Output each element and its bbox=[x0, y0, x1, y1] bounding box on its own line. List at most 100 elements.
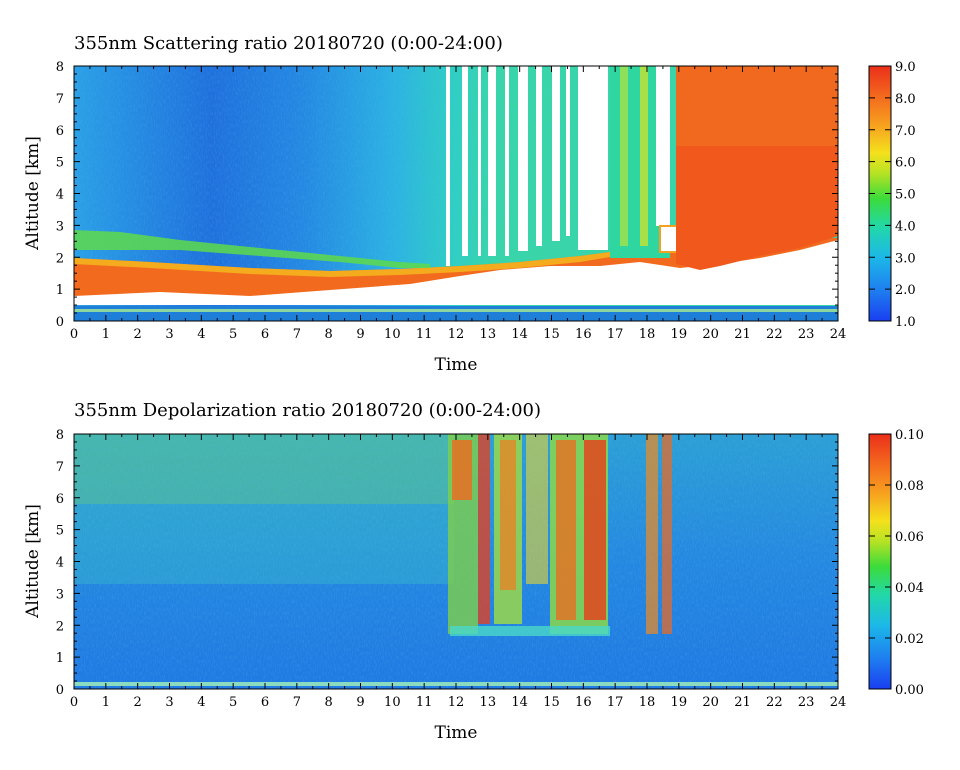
panel2-colorbar-ticks: 0.00 0.02 0.04 0.06 0.08 0.10 bbox=[869, 428, 924, 698]
x-tick-label: 11 bbox=[416, 695, 433, 710]
colorbar-tick-label: 0.04 bbox=[895, 581, 924, 596]
colorbar-tick-label: 8.0 bbox=[895, 92, 916, 107]
x-tick-label: 0 bbox=[70, 327, 78, 342]
panel2-x-label: Time bbox=[435, 723, 478, 743]
x-tick-label: 7 bbox=[293, 327, 301, 342]
x-tick-label: 16 bbox=[575, 327, 592, 342]
x-tick-label: 5 bbox=[229, 695, 237, 710]
x-tick-label: 13 bbox=[480, 695, 497, 710]
x-tick-label: 13 bbox=[480, 327, 497, 342]
x-tick-label: 18 bbox=[639, 327, 656, 342]
x-tick-label: 1 bbox=[102, 695, 110, 710]
x-tick-label: 2 bbox=[134, 695, 142, 710]
x-tick-label: 6 bbox=[261, 327, 269, 342]
colorbar-tick-label: 0.10 bbox=[895, 428, 924, 443]
y-tick-label: 3 bbox=[56, 587, 64, 602]
panel2-title: 355nm Depolarization ratio 20180720 (0:0… bbox=[74, 400, 541, 421]
x-tick-label: 9 bbox=[356, 695, 364, 710]
panel2-colorbar-frame bbox=[868, 433, 892, 690]
x-tick-label: 23 bbox=[798, 695, 815, 710]
x-tick-label: 10 bbox=[384, 327, 401, 342]
y-tick-label: 2 bbox=[56, 619, 64, 634]
panel1-ground-line bbox=[74, 309, 838, 312]
panel1-heatmap bbox=[74, 66, 838, 321]
y-tick-label: 4 bbox=[56, 188, 64, 203]
x-tick-label: 8 bbox=[325, 695, 333, 710]
x-tick-label: 4 bbox=[197, 695, 205, 710]
scattering-ratio-panel: 355nm Scattering ratio 20180720 (0:00-24… bbox=[23, 33, 916, 375]
panel2-colorbar bbox=[869, 434, 891, 689]
panel1-y-label: Altitude [km] bbox=[23, 136, 43, 251]
x-tick-label: 15 bbox=[543, 327, 560, 342]
panel1-y-ticks: 0 1 2 3 4 5 6 7 8 bbox=[56, 60, 838, 330]
x-tick-label: 16 bbox=[575, 695, 592, 710]
y-tick-label: 8 bbox=[56, 60, 64, 75]
panel1-red-region-top bbox=[676, 66, 838, 146]
x-tick-label: 17 bbox=[607, 327, 624, 342]
x-tick-label: 23 bbox=[798, 327, 815, 342]
x-tick-label: 21 bbox=[734, 327, 751, 342]
colorbar-tick-label: 1.0 bbox=[895, 315, 916, 330]
colorbar-tick-label: 0.06 bbox=[895, 530, 924, 545]
y-tick-label: 1 bbox=[56, 283, 64, 298]
colorbar-tick-label: 0.08 bbox=[895, 479, 924, 494]
panel1-cloud-streaks bbox=[446, 66, 679, 266]
x-tick-label: 2 bbox=[134, 327, 142, 342]
colorbar-tick-label: 7.0 bbox=[895, 124, 916, 139]
x-tick-label: 10 bbox=[384, 695, 401, 710]
panel1-clear-gap bbox=[74, 240, 838, 305]
y-tick-label: 1 bbox=[56, 651, 64, 666]
y-tick-label: 0 bbox=[56, 315, 64, 330]
x-tick-label: 0 bbox=[70, 695, 78, 710]
x-tick-label: 7 bbox=[293, 695, 301, 710]
y-tick-label: 8 bbox=[56, 428, 64, 443]
x-tick-label: 24 bbox=[830, 695, 847, 710]
x-tick-label: 1 bbox=[102, 327, 110, 342]
x-tick-label: 3 bbox=[165, 695, 173, 710]
depolarization-ratio-panel: 355nm Depolarization ratio 20180720 (0:0… bbox=[23, 400, 924, 743]
panel2-heatmap bbox=[74, 434, 838, 689]
x-tick-label: 19 bbox=[671, 695, 688, 710]
x-tick-label: 4 bbox=[197, 327, 205, 342]
panel2-cloud-columns bbox=[448, 434, 672, 636]
x-tick-label: 20 bbox=[702, 327, 719, 342]
x-tick-label: 19 bbox=[671, 327, 688, 342]
colorbar-tick-label: 3.0 bbox=[895, 251, 916, 266]
y-tick-label: 6 bbox=[56, 124, 64, 139]
colorbar-tick-label: 0.02 bbox=[895, 632, 924, 647]
y-tick-label: 3 bbox=[56, 219, 64, 234]
panel2-y-ticks: 0 1 2 3 4 5 6 7 8 bbox=[56, 428, 838, 698]
y-tick-label: 5 bbox=[56, 524, 64, 539]
x-tick-label: 22 bbox=[766, 695, 783, 710]
x-tick-label: 3 bbox=[165, 327, 173, 342]
y-tick-label: 4 bbox=[56, 556, 64, 571]
colorbar-tick-label: 5.0 bbox=[895, 188, 916, 203]
y-tick-label: 6 bbox=[56, 492, 64, 507]
colorbar-tick-label: 6.0 bbox=[895, 156, 916, 171]
panel2-y-label: Altitude [km] bbox=[23, 504, 43, 619]
x-tick-label: 14 bbox=[511, 327, 528, 342]
colorbar-tick-label: 2.0 bbox=[895, 283, 916, 298]
panel1-x-ticks: 0 1 2 3 4 5 6 7 8 9 10 11 12 13 14 15 16 17 18 19 20 21 22 23 24 bbox=[70, 66, 846, 342]
x-tick-label: 21 bbox=[734, 695, 751, 710]
x-tick-label: 20 bbox=[702, 695, 719, 710]
y-tick-label: 2 bbox=[56, 251, 64, 266]
x-tick-label: 18 bbox=[639, 695, 656, 710]
panel1-x-label: Time bbox=[435, 355, 478, 375]
x-tick-label: 22 bbox=[766, 327, 783, 342]
y-tick-label: 7 bbox=[56, 92, 64, 107]
panel1-title: 355nm Scattering ratio 20180720 (0:00-24… bbox=[74, 33, 503, 54]
x-tick-label: 14 bbox=[511, 695, 528, 710]
y-tick-label: 7 bbox=[56, 460, 64, 475]
colorbar-tick-label: 9.0 bbox=[895, 60, 916, 75]
x-tick-label: 5 bbox=[229, 327, 237, 342]
colorbar-tick-label: 4.0 bbox=[895, 219, 916, 234]
x-tick-label: 24 bbox=[830, 327, 847, 342]
panel2-x-ticks: 0 1 2 3 4 5 6 7 8 9 10 11 12 13 14 15 16 17 18 19 20 21 22 23 24 bbox=[70, 434, 846, 710]
panel1-boundary-layer-top bbox=[74, 248, 640, 277]
x-tick-label: 6 bbox=[261, 695, 269, 710]
x-tick-label: 12 bbox=[448, 327, 465, 342]
y-tick-label: 5 bbox=[56, 156, 64, 171]
panel1-colorbar-ticks: 1.0 2.0 3.0 4.0 5.0 6.0 7.0 8.0 9.0 bbox=[869, 60, 916, 330]
